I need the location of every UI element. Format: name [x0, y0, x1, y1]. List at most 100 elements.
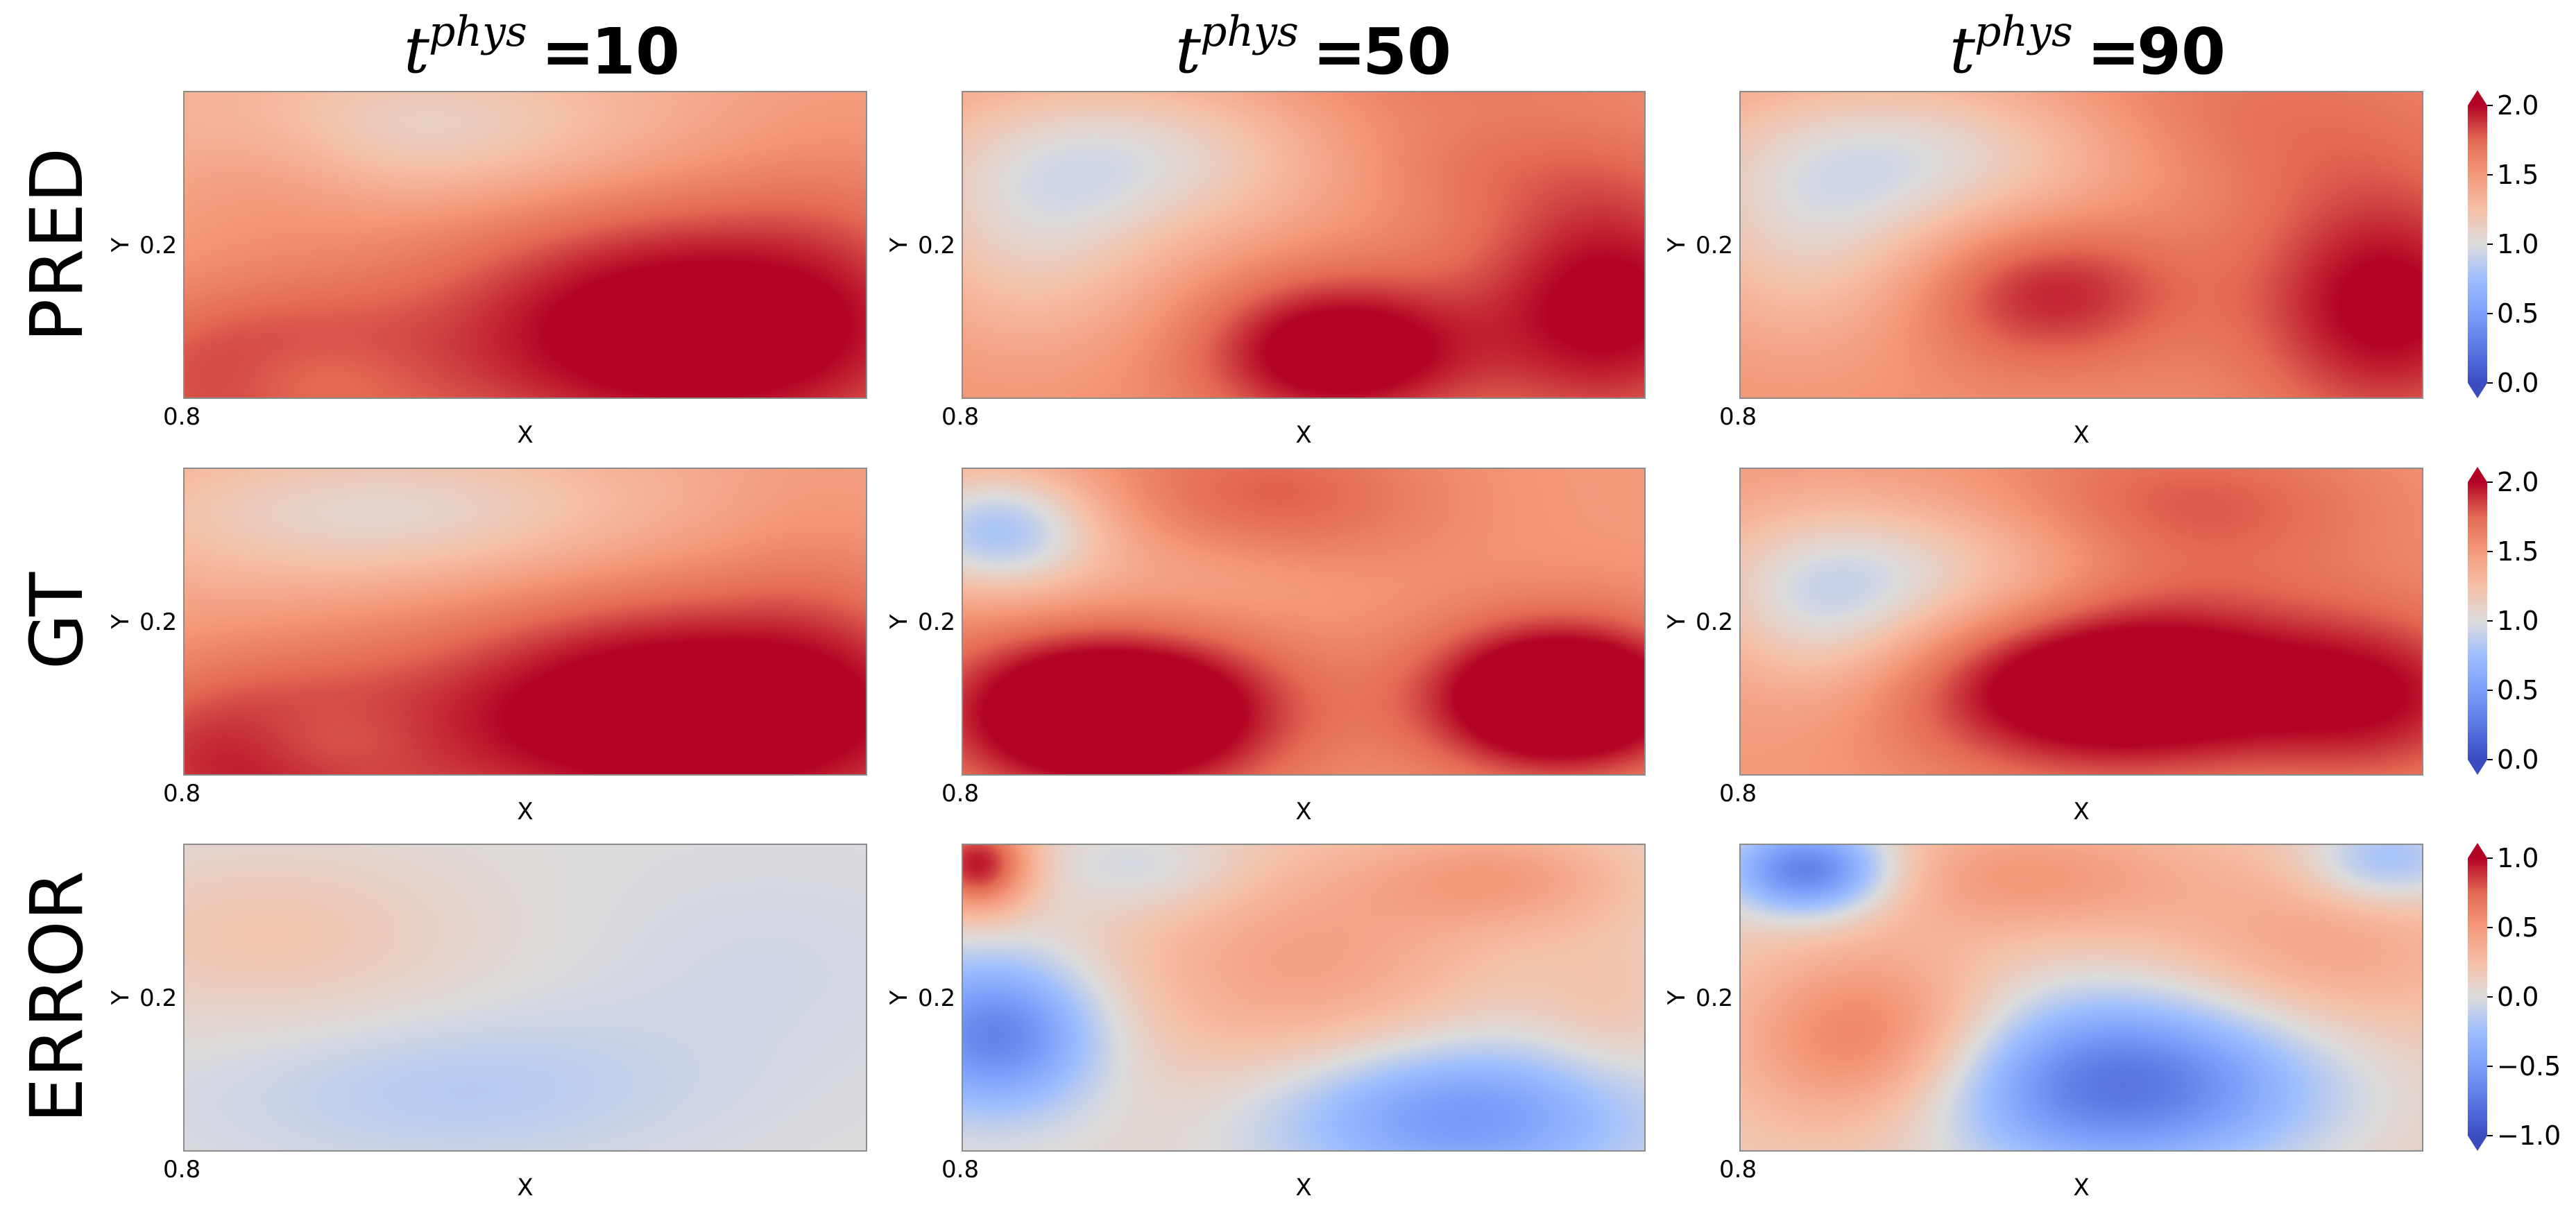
svg-text:50: 50	[1363, 15, 1451, 89]
colorbar-tick-label: 0.5	[2497, 298, 2539, 329]
svg-text:t: t	[1950, 13, 1976, 87]
panel-frame	[1739, 468, 2423, 776]
colorbar-tick-label: 0.0	[2497, 744, 2539, 775]
heatmap-pred-t50	[962, 92, 1645, 398]
heatmap-gt-t90	[1740, 468, 2423, 775]
y-axis-label: Y	[107, 614, 135, 629]
colorbar-extend-max	[2468, 90, 2487, 105]
panel-frame	[1739, 844, 2423, 1152]
heatmap-pred-t90	[1740, 92, 2423, 398]
row-label-pred: PRED	[15, 148, 99, 343]
panel-frame	[1739, 91, 2423, 399]
x-tick-label: 0.8	[163, 1156, 201, 1184]
y-tick-label: 0.2	[139, 608, 177, 636]
x-axis-label: X	[2073, 421, 2089, 449]
column-title-3: t phys = 90	[1950, 8, 2226, 89]
colorbar-extend-max	[2468, 843, 2487, 858]
svg-text:phys: phys	[429, 8, 527, 56]
column-title-2: t phys = 50	[1175, 8, 1451, 89]
x-tick-label: 0.8	[1719, 1156, 1757, 1184]
y-tick-label: 0.2	[139, 232, 177, 259]
axes-labels: Y 0.20.8XY 0.20.8XY 0.20.8XY 0.20.8XY 0.20.8X…	[107, 232, 2090, 1202]
x-axis-label: X	[517, 421, 533, 449]
panel-frame	[183, 844, 867, 1152]
colorbar-tick-label: 1.5	[2497, 160, 2539, 190]
panel-frame	[962, 91, 1646, 399]
svg-text:t: t	[1175, 13, 1202, 87]
x-tick-label: 0.8	[941, 403, 979, 431]
svg-text:=: =	[541, 15, 595, 89]
y-tick-label: 0.2	[1696, 232, 1733, 259]
x-tick-label: 0.8	[1719, 403, 1757, 431]
x-axis-label: X	[1295, 798, 1311, 826]
panel-frame	[183, 468, 867, 776]
x-tick-label: 0.8	[163, 403, 201, 431]
colorbar-extend-max	[2468, 467, 2487, 482]
y-axis-label: Y	[885, 614, 913, 629]
panel-frame	[962, 468, 1646, 776]
heatmap-error-t10	[184, 844, 867, 1151]
heatmap-gt-t10	[184, 468, 867, 775]
y-tick-label: 0.2	[918, 984, 955, 1012]
y-axis-label: Y	[1663, 237, 1691, 253]
x-tick-label: 0.8	[163, 780, 201, 808]
y-axis-label: Y	[885, 237, 913, 253]
svg-text:=: =	[2087, 15, 2140, 89]
x-axis-label: X	[2073, 798, 2089, 826]
row-label-gt: GT	[15, 572, 99, 669]
colorbar-tick-label: 0.0	[2497, 368, 2539, 398]
colorbars: 0.0 0.5 1.0 1.5 2.0 0.0 0.5 1.0 1.5 2.0 −1.0 −0.5 0.…	[2468, 90, 2561, 1151]
y-tick-label: 0.2	[918, 608, 955, 636]
y-tick-label: 0.2	[1696, 608, 1733, 636]
svg-text:t: t	[404, 13, 430, 87]
row-label-error: ERROR	[15, 871, 99, 1123]
svg-text:=: =	[1313, 15, 1366, 89]
y-tick-label: 0.2	[1696, 984, 1733, 1012]
x-axis-label: X	[1295, 1174, 1311, 1202]
y-axis-label: Y	[1663, 614, 1691, 629]
y-axis-label: Y	[885, 990, 913, 1005]
x-tick-label: 0.8	[1719, 780, 1757, 808]
colorbar-tick-label: 0.0	[2497, 982, 2539, 1012]
y-axis-label: Y	[107, 237, 135, 253]
heatmap-panels	[183, 91, 2423, 1152]
heatmap-error-t90	[1740, 844, 2423, 1151]
x-tick-label: 0.8	[941, 1156, 979, 1184]
y-tick-label: 0.2	[139, 984, 177, 1012]
colorbar-tick-label: 2.0	[2497, 467, 2539, 497]
colorbar-tick-label: 1.0	[2497, 606, 2539, 636]
colorbar-tick-label: 2.0	[2497, 90, 2539, 121]
heatmap-error-t50	[962, 844, 1645, 1151]
colorbar-tick-label: −1.0	[2497, 1120, 2561, 1151]
colorbar-tick-label: −0.5	[2497, 1051, 2561, 1082]
panel-frame	[962, 844, 1646, 1152]
x-tick-label: 0.8	[941, 780, 979, 808]
heatmap-pred-t10	[184, 92, 867, 398]
colorbar-extend-min	[2468, 1136, 2487, 1151]
x-axis-label: X	[517, 798, 533, 826]
colorbar-extend-min	[2468, 760, 2487, 775]
colorbar-tick-label: 0.5	[2497, 675, 2539, 706]
colorbar-tick-label: 1.0	[2497, 843, 2539, 873]
column-title-1: t phys = 10	[404, 8, 680, 89]
colorbar-gt	[2468, 482, 2487, 760]
colorbar-extend-min	[2468, 383, 2487, 398]
svg-text:90: 90	[2137, 15, 2226, 89]
colorbar-tick-label: 1.5	[2497, 536, 2539, 567]
svg-text:phys: phys	[1200, 8, 1299, 56]
y-axis-label: Y	[1663, 990, 1691, 1005]
colorbar-error	[2468, 858, 2487, 1136]
colorbar-tick-label: 0.5	[2497, 912, 2539, 943]
svg-text:10: 10	[591, 15, 680, 89]
x-axis-label: X	[517, 1174, 533, 1202]
y-tick-label: 0.2	[918, 232, 955, 259]
y-axis-label: Y	[107, 990, 135, 1005]
x-axis-label: X	[1295, 421, 1311, 449]
colorbar-pred	[2468, 105, 2487, 383]
panel-frame	[183, 91, 867, 399]
colorbar-tick-label: 1.0	[2497, 229, 2539, 259]
x-axis-label: X	[2073, 1174, 2089, 1202]
svg-text:phys: phys	[1974, 8, 2073, 56]
heatmap-gt-t50	[962, 468, 1645, 775]
